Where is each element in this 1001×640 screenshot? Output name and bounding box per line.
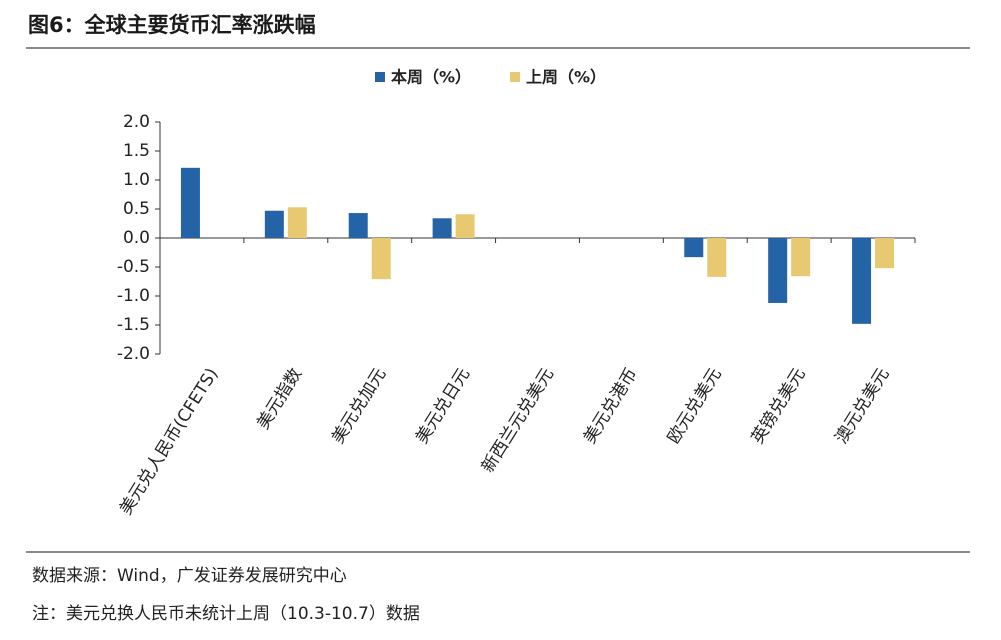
legend-swatch [375,72,385,82]
x-tick-label: 美元兑加元 [328,365,390,448]
bar [348,213,368,238]
bar [371,238,391,280]
y-tick-label: 0.0 [123,228,150,248]
y-tick-label: -1.0 [117,286,150,306]
x-tick-label: 英镑兑美元 [748,365,810,448]
x-tick-label: 美元指数 [253,365,306,433]
bar [852,238,872,324]
bar [180,167,200,238]
x-tick-label: 美元兑港币 [580,365,642,448]
bar [432,218,452,238]
x-tick-label: 欧元兑美元 [664,365,726,448]
x-tick-label: 美元兑日元 [412,365,474,448]
bar [287,207,307,238]
note: 注：美元兑换人民币未统计上周（10.3-10.7）数据 [32,604,420,624]
legend-swatch [510,72,520,82]
x-tick-label: 澳元兑美元 [832,365,894,448]
x-tick-label: 美元兑人民币(CFETS) [116,365,222,519]
y-tick-label: -1.5 [117,315,150,335]
x-tick-label: 新西兰元兑美元 [478,365,558,477]
y-tick-label: 0.5 [123,199,150,219]
source: 数据来源：Wind，广发证券发展研究中心 [32,566,347,586]
bar [455,214,475,238]
bar [707,238,727,277]
y-tick-label: 1.5 [123,141,150,161]
legend-label: 本周（%） [391,68,471,87]
bar [768,238,788,303]
y-tick-label: -2.0 [117,344,150,364]
y-tick-label: -0.5 [117,257,150,277]
bar [684,238,704,258]
bar [264,210,284,238]
y-tick-label: 2.0 [123,112,150,132]
bar [791,238,811,277]
y-tick-label: 1.0 [123,170,150,190]
legend-label: 上周（%） [526,68,606,87]
chart-title: 图6：全球主要货币汇率涨跌幅 [28,13,316,37]
bar [875,238,895,269]
